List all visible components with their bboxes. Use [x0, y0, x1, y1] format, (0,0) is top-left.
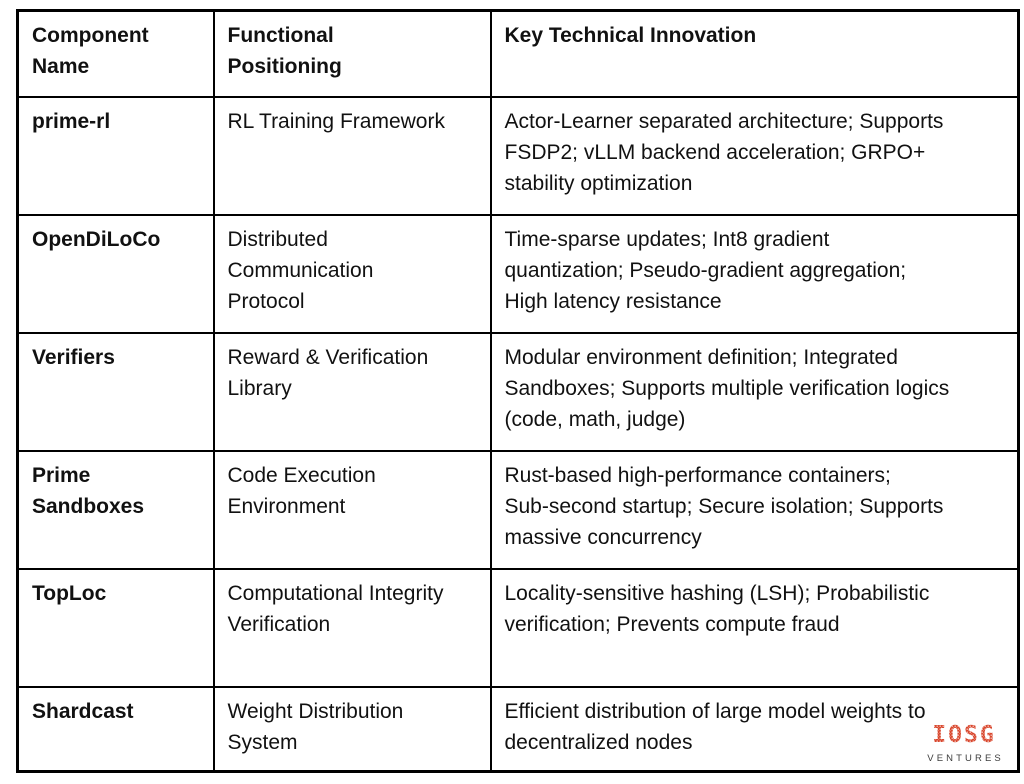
functional-positioning-cell: RL Training Framework — [212, 95, 492, 216]
functional-positioning-cell: Code Execution Environment — [212, 449, 492, 570]
key-innovation-cell: Rust-based high-performance containers; … — [489, 449, 1020, 570]
components-table: Component Name Functional Positioning Ke… — [16, 9, 1020, 773]
key-innovation-cell: Efficient distribution of large model we… — [489, 685, 1020, 773]
key-innovation-cell: Modular environment definition; Integrat… — [489, 331, 1020, 452]
table-row: TopLoc Computational Integrity Verificat… — [16, 567, 1020, 688]
col-header-key-technical-innovation: Key Technical Innovation — [489, 9, 1020, 98]
table-row: Shardcast Weight Distribution System Eff… — [16, 685, 1020, 773]
table-row: Prime Sandboxes Code Execution Environme… — [16, 449, 1020, 570]
functional-positioning-cell: Computational Integrity Verification — [212, 567, 492, 688]
col-header-component-name: Component Name — [16, 9, 215, 98]
iosg-ventures-logo: IOSG VENTURES — [921, 721, 1007, 764]
functional-positioning-cell: Reward & Verification Library — [212, 331, 492, 452]
table-row: OpenDiLoCo Distributed Communication Pro… — [16, 213, 1020, 334]
iosg-logo-mark: IOSG — [932, 722, 995, 748]
logo-ventures-label: VENTURES — [927, 753, 1004, 764]
component-name-cell: TopLoc — [16, 567, 215, 688]
functional-positioning-cell: Weight Distribution System — [212, 685, 492, 773]
col-header-functional-positioning: Functional Positioning — [212, 9, 492, 98]
key-innovation-cell: Time-sparse updates; Int8 gradient quant… — [489, 213, 1020, 334]
component-name-cell: Shardcast — [16, 685, 215, 773]
functional-positioning-cell: Distributed Communication Protocol — [212, 213, 492, 334]
component-name-cell: OpenDiLoCo — [16, 213, 215, 334]
table-header-row: Component Name Functional Positioning Ke… — [16, 9, 1020, 98]
key-innovation-cell: Locality-sensitive hashing (LSH); Probab… — [489, 567, 1020, 688]
svg-text:IOSG: IOSG — [932, 722, 995, 747]
component-name-cell: Verifiers — [16, 331, 215, 452]
table-row: Verifiers Reward & Verification Library … — [16, 331, 1020, 452]
component-name-cell: prime-rl — [16, 95, 215, 216]
table-row: prime-rl RL Training Framework Actor-Lea… — [16, 95, 1020, 216]
component-name-cell: Prime Sandboxes — [16, 449, 215, 570]
key-innovation-cell: Actor-Learner separated architecture; Su… — [489, 95, 1020, 216]
